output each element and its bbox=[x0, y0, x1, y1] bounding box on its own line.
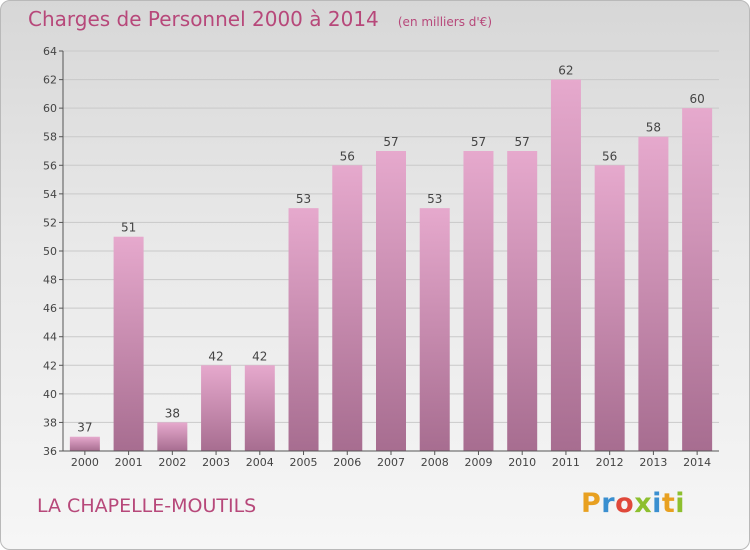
bar bbox=[332, 165, 363, 452]
bar-value-label: 53 bbox=[296, 192, 311, 206]
bar bbox=[507, 151, 538, 451]
bar bbox=[157, 422, 188, 451]
y-tick-label: 38 bbox=[43, 416, 57, 429]
proxiti-logo: Proxiti bbox=[581, 488, 685, 519]
chart-title: Charges de Personnel 2000 à 2014 bbox=[28, 7, 379, 31]
y-tick-label: 46 bbox=[43, 302, 57, 315]
bar bbox=[638, 136, 669, 451]
bar-value-label: 51 bbox=[121, 221, 136, 235]
x-tick-label: 2012 bbox=[596, 456, 624, 469]
x-tick-label: 2001 bbox=[115, 456, 143, 469]
x-tick-label: 2004 bbox=[246, 456, 274, 469]
bar-value-label: 62 bbox=[558, 64, 573, 78]
bar bbox=[288, 208, 319, 451]
bar-value-label: 57 bbox=[515, 135, 530, 149]
y-tick-label: 50 bbox=[43, 245, 57, 258]
x-tick-label: 2008 bbox=[421, 456, 449, 469]
logo-letter: i bbox=[675, 488, 686, 519]
x-tick-label: 2005 bbox=[290, 456, 318, 469]
x-tick-label: 2009 bbox=[464, 456, 492, 469]
y-tick-label: 40 bbox=[43, 388, 57, 401]
x-tick-label: 2003 bbox=[202, 456, 230, 469]
x-tick-label: 2000 bbox=[71, 456, 99, 469]
y-tick-label: 44 bbox=[43, 331, 57, 344]
y-tick-label: 52 bbox=[43, 216, 57, 229]
y-tick-label: 62 bbox=[43, 74, 57, 87]
logo-letter: i bbox=[652, 488, 662, 519]
bar bbox=[244, 365, 275, 451]
bar-value-label: 56 bbox=[602, 149, 617, 163]
x-tick-label: 2002 bbox=[158, 456, 186, 469]
y-tick-label: 60 bbox=[43, 102, 57, 115]
bar-value-label: 37 bbox=[77, 421, 92, 435]
logo-letter: x bbox=[634, 488, 653, 519]
x-tick-label: 2007 bbox=[377, 456, 405, 469]
bar-value-label: 42 bbox=[252, 349, 267, 363]
x-tick-label: 2014 bbox=[683, 456, 711, 469]
x-tick-label: 2013 bbox=[639, 456, 667, 469]
y-tick-label: 58 bbox=[43, 131, 57, 144]
y-tick-label: 64 bbox=[43, 45, 57, 58]
bar-value-label: 57 bbox=[383, 135, 398, 149]
bar-value-label: 42 bbox=[208, 349, 223, 363]
place-name: LA CHAPELLE-MOUTILS bbox=[37, 495, 257, 517]
y-tick-label: 54 bbox=[43, 188, 57, 201]
x-tick-label: 2010 bbox=[508, 456, 536, 469]
bar bbox=[376, 151, 406, 451]
y-tick-label: 42 bbox=[43, 359, 57, 372]
logo-letter: r bbox=[601, 488, 616, 519]
bar-value-label: 56 bbox=[340, 149, 355, 163]
bar-value-label: 38 bbox=[165, 406, 180, 420]
y-tick-label: 48 bbox=[43, 274, 57, 287]
logo-letter: t bbox=[661, 488, 676, 519]
bar bbox=[463, 151, 494, 451]
bar bbox=[201, 365, 232, 451]
bar bbox=[419, 208, 450, 451]
bar-value-label: 60 bbox=[689, 92, 704, 106]
bar-value-label: 53 bbox=[427, 192, 442, 206]
bar bbox=[550, 79, 581, 452]
chart-subtitle: (en milliers d'€) bbox=[397, 15, 492, 29]
bar bbox=[594, 165, 625, 452]
x-tick-label: 2011 bbox=[552, 456, 580, 469]
y-tick-label: 56 bbox=[43, 159, 57, 172]
logo-letter: o bbox=[615, 488, 635, 519]
bar bbox=[682, 108, 713, 452]
title-block: Charges de Personnel 2000 à 2014 (en mil… bbox=[28, 7, 492, 31]
x-tick-label: 2006 bbox=[333, 456, 361, 469]
bar bbox=[69, 436, 100, 451]
logo-letter: P bbox=[581, 488, 602, 519]
bar bbox=[113, 236, 144, 451]
bar-value-label: 57 bbox=[471, 135, 486, 149]
y-tick-label: 36 bbox=[43, 445, 57, 458]
bar-value-label: 58 bbox=[646, 121, 661, 135]
